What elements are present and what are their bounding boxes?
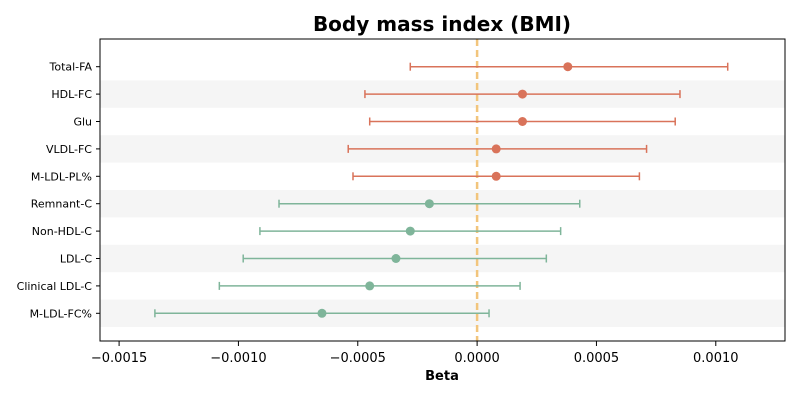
estimate-row <box>278 199 581 209</box>
y-tick-label: M-LDL-PL% <box>31 170 92 183</box>
point-estimate <box>491 171 501 181</box>
y-tick-label: VLDL-FC <box>46 143 92 156</box>
x-tick-label: 0.0010 <box>693 351 739 366</box>
point-estimate <box>365 281 375 291</box>
x-tick-label: 0.0000 <box>454 351 500 366</box>
estimate-row <box>259 226 562 236</box>
x-tick-label: −0.0015 <box>91 351 147 366</box>
point-estimate <box>405 226 415 236</box>
y-tick-label: Glu <box>73 116 92 129</box>
y-axis-ticks: Total-FA HDL-FC Glu VLDL-FC M-LDL-PL% Remnant… <box>17 61 100 320</box>
y-tick-label: LDL-C <box>60 253 93 266</box>
estimate-row <box>218 281 521 291</box>
x-axis-label: Beta <box>425 369 459 384</box>
estimate-row <box>368 117 676 126</box>
plot-frame <box>99 38 786 342</box>
point-estimate <box>491 144 501 154</box>
estimate-row <box>352 171 641 181</box>
estimate-rows <box>154 62 729 318</box>
point-estimate <box>317 308 327 318</box>
x-tick-label: −0.0010 <box>210 351 266 366</box>
x-tick-label: 0.0005 <box>574 351 620 366</box>
point-estimate <box>563 62 573 72</box>
estimate-row <box>409 62 729 72</box>
estimate-row <box>242 254 548 263</box>
y-tick-label: Non-HDL-C <box>32 225 93 238</box>
x-axis-ticks: −0.0015 −0.0010 −0.0005 0.0000 0.0005 0.0010 <box>91 341 739 366</box>
x-tick-label: −0.0005 <box>330 351 386 366</box>
chart-title: Body mass index (BMI) <box>313 12 571 36</box>
y-tick-label: M-LDL-FC% <box>30 307 92 320</box>
point-estimate <box>391 254 401 263</box>
point-estimate <box>517 117 527 126</box>
estimate-row <box>347 144 648 154</box>
estimate-row <box>154 308 490 318</box>
y-tick-label: Remnant-C <box>31 198 93 211</box>
point-estimate <box>517 89 527 99</box>
estimate-row <box>364 89 681 99</box>
y-tick-label: Clinical LDL-C <box>17 280 93 293</box>
y-tick-label: Total-FA <box>48 61 92 74</box>
y-tick-label: HDL-FC <box>51 88 92 101</box>
point-estimate <box>424 199 434 209</box>
